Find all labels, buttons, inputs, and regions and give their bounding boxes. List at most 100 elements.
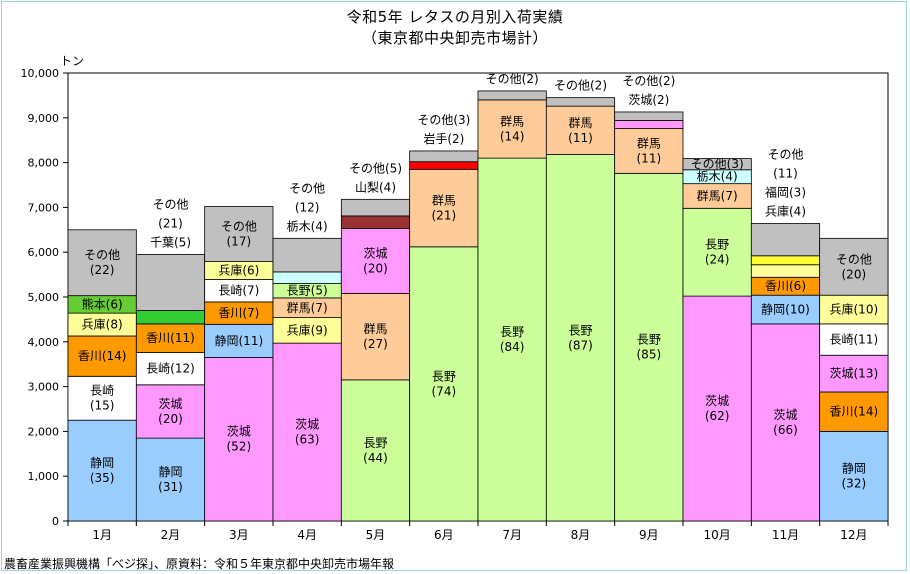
- y-axis-unit-label: トン: [60, 54, 85, 68]
- x-tick-label: 1月: [92, 528, 112, 542]
- x-tick-label: 8月: [571, 528, 591, 542]
- bar-segment: [135, 254, 206, 311]
- segment-label: 長野: [363, 436, 387, 450]
- bar-top-label: 岩手(2): [423, 131, 464, 146]
- segment-label: 茨城(13): [830, 367, 879, 381]
- bar-segment: [67, 335, 137, 377]
- segment-label: 長野: [705, 238, 729, 252]
- segment-label: (31): [158, 480, 183, 494]
- y-tick-label: 9,000: [28, 112, 60, 125]
- segment-label: 長崎(12): [146, 362, 195, 376]
- segment-label: 茨城: [705, 394, 729, 408]
- chart-subtitle: （東京都中央卸売市場計）: [361, 29, 548, 47]
- bar-top-label: その他(2): [486, 72, 539, 86]
- segment-label: (32): [842, 477, 867, 491]
- bar-segment: [340, 293, 411, 381]
- segment-label: 香川(7): [218, 306, 259, 320]
- bar-segment: [67, 375, 137, 421]
- bar-segment: [204, 206, 274, 263]
- bar-segment: [614, 128, 684, 174]
- y-tick-label: 4,000: [28, 336, 60, 349]
- bar-segment: [477, 90, 547, 101]
- bar-segment: [545, 97, 616, 107]
- segment-label: 茨城: [363, 246, 387, 260]
- segment-label: その他: [221, 220, 257, 234]
- segment-label: 群馬: [500, 115, 524, 129]
- bar-segment: [477, 99, 547, 159]
- bar-segment: [272, 317, 342, 344]
- bar-segment: [67, 229, 137, 297]
- bar-segment: [682, 207, 752, 297]
- segment-label: (20): [363, 261, 388, 275]
- segment-label: 静岡: [90, 456, 114, 470]
- bar-top-label: 兵庫(4): [765, 205, 806, 219]
- x-tick-label: 9月: [639, 528, 659, 542]
- bar-segment: [409, 168, 479, 248]
- segment-label: 群馬(7): [697, 189, 738, 203]
- segment-label: (62): [705, 409, 730, 423]
- segment-label: 群馬: [568, 116, 592, 130]
- segment-label: (24): [705, 253, 730, 267]
- bar-segment: [272, 342, 342, 522]
- segment-label: 香川(6): [765, 279, 806, 293]
- segment-label: (17): [227, 235, 252, 249]
- bar-top-label: 山梨(4): [355, 180, 396, 194]
- segment-label: 群馬: [363, 322, 387, 336]
- segment-label: (84): [500, 340, 525, 354]
- segment-label: 長野: [432, 369, 456, 383]
- segment-label: (63): [295, 433, 320, 447]
- x-tick-label: 3月: [229, 528, 249, 542]
- y-tick-label: 6,000: [28, 246, 60, 259]
- segment-label: 香川(14): [830, 405, 879, 419]
- segment-label: (20): [158, 412, 183, 426]
- bar-segment: [545, 154, 616, 522]
- bar-top-label: 茨城(2): [628, 93, 669, 107]
- bar-segment: [135, 323, 206, 353]
- bar-segment: [819, 294, 889, 325]
- segment-label: 茨城: [773, 408, 797, 422]
- bar-segment: [682, 295, 752, 522]
- source-note: 農畜産業振興機構「べジ探」、原資料：令和５年東京都中央卸売市場年報: [4, 557, 395, 571]
- segment-label: 栃木(4): [697, 170, 738, 184]
- bar-segment: [614, 172, 684, 522]
- chart-title: 令和5年 レタスの月別入荷実績: [346, 8, 564, 26]
- bar-top-label: (12): [295, 200, 320, 214]
- segment-label: その他(3): [691, 157, 744, 171]
- segment-label: 長野(5): [287, 284, 328, 298]
- segment-label: 茨城: [227, 425, 251, 439]
- y-tick-label: 1,000: [28, 470, 60, 483]
- bar-top-label: (21): [158, 216, 183, 230]
- bar-top-label: その他: [152, 197, 188, 211]
- segment-label: 静岡: [158, 465, 182, 479]
- segment-label: 茨城: [295, 418, 319, 432]
- segment-label: (21): [432, 209, 457, 223]
- segment-label: 長崎(7): [218, 284, 259, 298]
- segment-label: 長崎(11): [830, 333, 879, 347]
- bar-segment: [750, 255, 821, 266]
- segment-label: (87): [568, 338, 593, 352]
- x-tick-label: 12月: [840, 528, 867, 542]
- bar-segment: [682, 158, 752, 171]
- bar-top-label: その他: [289, 181, 325, 195]
- y-tick-label: 5,000: [28, 291, 60, 304]
- bar-top-label: 福岡(3): [765, 185, 806, 200]
- bar-top-label: 栃木(4): [287, 219, 328, 233]
- segment-label: 香川(14): [78, 349, 127, 363]
- bar-top-label: (11): [773, 167, 798, 181]
- segment-label: 長野: [568, 323, 592, 337]
- bar-segment: [614, 111, 684, 121]
- segment-label: 静岡(10): [761, 303, 810, 317]
- bar-segment: [682, 183, 752, 209]
- segment-label: (11): [568, 131, 593, 145]
- segment-label: (15): [90, 399, 115, 413]
- segment-label: (85): [637, 348, 662, 362]
- bar-segment: [750, 223, 821, 257]
- bar-segment: [67, 419, 137, 522]
- segment-label: 兵庫(8): [82, 318, 123, 332]
- segment-label: (22): [90, 263, 115, 277]
- bar-segment: [340, 228, 411, 294]
- bar-segment: [135, 310, 206, 325]
- bar-segment: [135, 384, 206, 439]
- segment-label: (27): [363, 337, 388, 351]
- bar-segment: [819, 323, 889, 356]
